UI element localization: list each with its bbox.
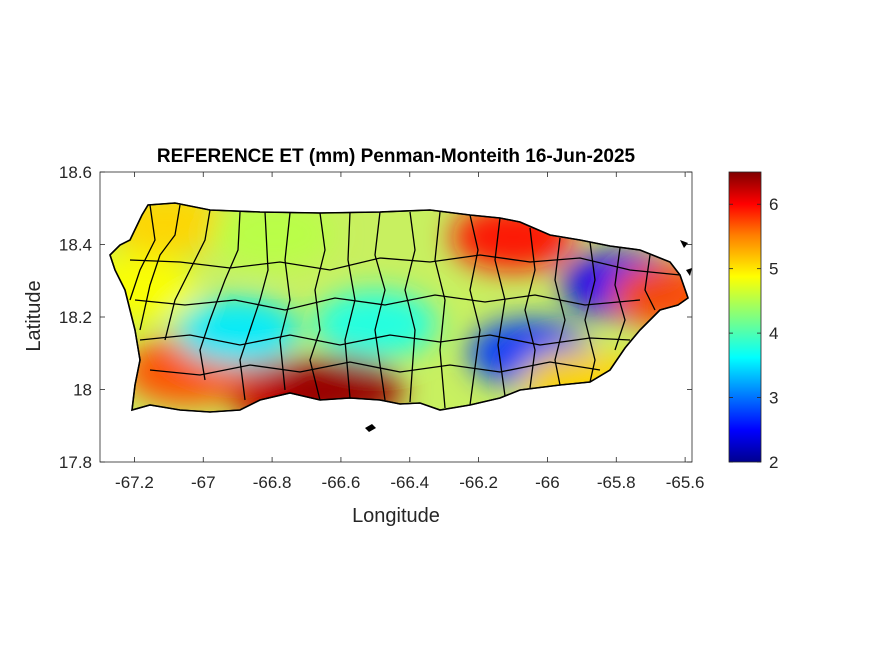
- x-tick-label: -66.6: [322, 473, 361, 492]
- y-tick-label: 17.8: [59, 453, 92, 472]
- x-tick-label: -65.6: [666, 473, 705, 492]
- et-region-central-band: [175, 297, 300, 366]
- colorbar-tick-label: 4: [769, 324, 778, 343]
- caja-de-muertos-island: [365, 424, 376, 432]
- y-tick-label: 18.2: [59, 308, 92, 327]
- x-axis-label: Longitude: [352, 505, 440, 527]
- x-tick-label: -67.2: [115, 473, 154, 492]
- colorbar-tick-label: 6: [769, 195, 778, 214]
- x-tick-label: -66.4: [390, 473, 429, 492]
- eastern-cays: [680, 240, 692, 276]
- x-axis: -67.2 -67 -66.8 -66.6 -66.4 -66.2 -66 -65.8 -65.…: [115, 172, 704, 492]
- y-tick-label: 18.4: [59, 236, 92, 255]
- y-tick-label: 18.6: [59, 163, 92, 182]
- et-region-north-central: [210, 203, 335, 268]
- colorbar-tick-label: 5: [769, 260, 778, 279]
- et-region-central-mountains: [313, 290, 438, 359]
- colorbar-tick-label: 3: [769, 389, 778, 408]
- colorbar-ticks: 2 3 4 5 6: [729, 195, 778, 472]
- y-axis: 17.8 18 18.2 18.4 18.6: [59, 163, 692, 472]
- x-tick-label: -66.2: [459, 473, 498, 492]
- colorbar-gradient: [728, 171, 762, 463]
- chart-title: REFERENCE ET (mm) Penman-Monteith 16-Jun…: [157, 146, 636, 167]
- y-axis-label: Latitude: [23, 280, 45, 351]
- x-tick-label: -66: [535, 473, 560, 492]
- x-tick-label: -67: [191, 473, 216, 492]
- colorbar-tick-label: 2: [769, 453, 778, 472]
- plot-area: [99, 171, 693, 463]
- x-tick-label: -66.8: [253, 473, 292, 492]
- y-tick-label: 18: [73, 381, 92, 400]
- colorbar: 2 3 4 5 6: [728, 171, 778, 472]
- et-region-east-tip: [609, 261, 688, 330]
- municipal-boundaries: [109, 202, 689, 413]
- x-tick-label: -65.8: [597, 473, 636, 492]
